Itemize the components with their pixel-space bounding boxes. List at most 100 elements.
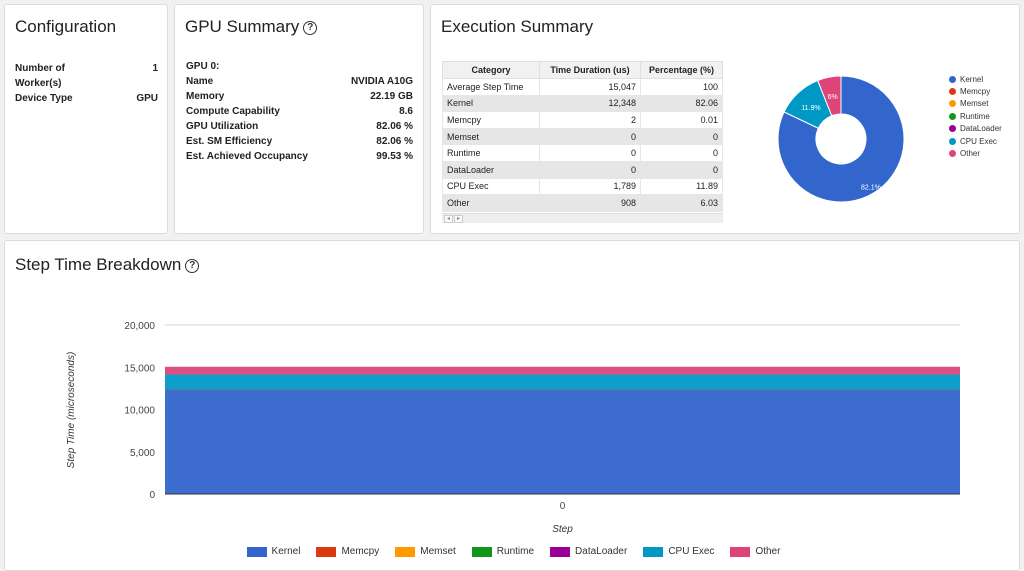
pie-slice-other[interactable] xyxy=(817,75,842,117)
table-horizontal-scrollbar[interactable]: ◂ ▸ xyxy=(442,213,723,223)
legend-item[interactable]: Memset xyxy=(949,98,1002,110)
execution-summary-title: Execution Summary xyxy=(441,17,594,36)
gpu-label: Compute Capability xyxy=(186,106,280,117)
gpu-label: Name xyxy=(186,76,214,87)
legend-label: Memset xyxy=(960,99,989,109)
column-header-category[interactable]: Category xyxy=(442,61,540,79)
legend-item[interactable]: Kernel xyxy=(246,546,301,557)
legend-item[interactable]: DataLoader xyxy=(949,123,1002,135)
table-cell-duration: 1,789 xyxy=(539,177,641,196)
legend-label: CPU Exec xyxy=(960,136,997,146)
legend-swatch xyxy=(395,546,416,557)
gpu-label: Memory xyxy=(186,91,225,102)
legend-swatch xyxy=(949,100,956,108)
table-cell-percentage: 0.01 xyxy=(640,111,723,129)
table-row[interactable]: Kernel 12,348 82.06 xyxy=(442,94,723,113)
help-icon[interactable]: ? xyxy=(185,259,200,273)
config-label: Device Type xyxy=(15,93,73,104)
config-label: Number of Worker(s) xyxy=(15,63,65,89)
gpu-header: GPU 0: xyxy=(186,59,413,74)
legend-item[interactable]: Runtime xyxy=(471,546,534,557)
legend-label: DataLoader xyxy=(960,124,1002,134)
scroll-right-icon[interactable]: ▸ xyxy=(454,215,463,223)
configuration-card: Configuration Number of Worker(s) 1 Devi… xyxy=(4,4,168,234)
legend-label: Memset xyxy=(420,546,456,557)
gpu-summary-title-text: GPU Summary xyxy=(185,17,300,36)
config-row-workers: Number of Worker(s) 1 xyxy=(15,61,158,91)
legend-label: Kernel xyxy=(271,546,301,557)
table-row[interactable]: DataLoader 0 0 xyxy=(442,160,723,179)
y-tick-label: 5,000 xyxy=(130,448,155,459)
configuration-title: Configuration xyxy=(15,17,117,36)
legend-item[interactable]: Memset xyxy=(395,546,456,557)
legend-label: Memcpy xyxy=(341,546,380,557)
table-cell-duration: 15,047 xyxy=(539,78,641,96)
legend-swatch xyxy=(316,546,337,557)
table-row[interactable]: CPU Exec 1,789 11.89 xyxy=(442,177,723,196)
area-band-other[interactable] xyxy=(165,366,960,375)
gpu-value: 22.19 GB xyxy=(370,91,413,102)
legend-swatch xyxy=(643,546,664,557)
table-header-row: Category Time Duration (us) Percentage (… xyxy=(442,61,723,79)
pie-legend: Kernel Memcpy Memset Runtime DataLoader CPU E… xyxy=(949,73,1002,160)
table-row[interactable]: Memcpy 2 0.01 xyxy=(442,111,723,129)
pie-slice-kernel[interactable] xyxy=(777,75,905,203)
legend-swatch xyxy=(949,125,956,133)
column-header-duration[interactable]: Time Duration (us) xyxy=(539,61,641,79)
table-cell-percentage: 11.89 xyxy=(640,177,723,196)
gpu-value: NVIDIA A10G xyxy=(350,76,413,87)
gpu-summary-card: GPU Summary? GPU 0: Name NVIDIA A10G Mem… xyxy=(174,4,424,234)
gpu-row-memory: Memory 22.19 GB xyxy=(186,89,413,104)
table-cell-percentage: 6.03 xyxy=(640,194,723,212)
legend-item[interactable]: Runtime xyxy=(949,110,1002,122)
table-cell-percentage: 0 xyxy=(640,144,723,162)
legend-swatch xyxy=(949,88,956,96)
table-row[interactable]: Runtime 0 0 xyxy=(442,144,723,162)
legend-label: CPU Exec xyxy=(668,546,715,557)
legend-item[interactable]: CPU Exec xyxy=(949,135,1002,147)
legend-swatch xyxy=(550,546,571,557)
gpu-row-utilization: GPU Utilization 82.06 % xyxy=(186,119,413,134)
table-cell-percentage: 100 xyxy=(640,78,723,96)
config-row-device-type: Device Type GPU xyxy=(15,91,158,106)
area-band-kernel[interactable] xyxy=(165,389,960,494)
table-row[interactable]: Other 908 6.03 xyxy=(442,194,723,212)
table-row[interactable]: Average Step Time 15,047 100 xyxy=(442,78,723,96)
pie-slice-label: 82.1% xyxy=(861,184,881,191)
legend-item[interactable]: Other xyxy=(949,147,1002,159)
x-tick-label: 0 xyxy=(560,501,566,512)
legend-item[interactable]: Kernel xyxy=(949,73,1002,85)
legend-item[interactable]: CPU Exec xyxy=(643,546,714,557)
execution-pie-chart: 82.1% 11.9% 6% xyxy=(777,75,905,203)
table-cell-category: Other xyxy=(442,194,540,212)
legend-label: Kernel xyxy=(960,74,984,84)
legend-item[interactable]: Memcpy xyxy=(316,546,379,557)
step-time-area-chart: 0 5,000 10,000 15,000 20,000 0 Step Step Time (… xyxy=(66,321,960,535)
gpu-label: Est. SM Efficiency xyxy=(186,136,273,147)
table-row[interactable]: Memset 0 0 xyxy=(442,127,723,146)
legend-item[interactable]: Memcpy xyxy=(949,85,1002,97)
table-cell-category: DataLoader xyxy=(442,160,540,179)
column-header-percentage[interactable]: Percentage (%) xyxy=(640,61,723,79)
y-tick-label: 20,000 xyxy=(124,321,155,332)
help-icon[interactable]: ? xyxy=(303,21,318,35)
step-time-breakdown-card: Step Time Breakdown? 0 5,000 10,000 15,000 2… xyxy=(4,240,1020,571)
area-band-cpu-exec[interactable] xyxy=(165,374,960,390)
area-chart-legend: Kernel Memcpy Memset Runtime DataLoader CPU E… xyxy=(5,546,1022,557)
gpu-row-name: Name NVIDIA A10G xyxy=(186,74,413,89)
config-value: 1 xyxy=(152,63,158,74)
legend-item[interactable]: Other xyxy=(730,546,780,557)
legend-swatch xyxy=(471,546,492,557)
gpu-header-label: GPU 0: xyxy=(186,61,220,72)
step-time-breakdown-title-text: Step Time Breakdown xyxy=(15,255,182,274)
legend-item[interactable]: DataLoader xyxy=(550,546,627,557)
table-cell-duration: 0 xyxy=(539,127,641,146)
y-tick-label: 10,000 xyxy=(124,406,155,417)
config-value: GPU xyxy=(136,93,158,104)
area-band-memcpy[interactable] xyxy=(165,389,960,391)
scroll-left-icon[interactable]: ◂ xyxy=(444,215,453,223)
y-tick-label: 15,000 xyxy=(124,363,155,374)
table-cell-category: Runtime xyxy=(442,144,540,162)
table-cell-category: Memset xyxy=(442,127,540,146)
gpu-row-sm-efficiency: Est. SM Efficiency 82.06 % xyxy=(186,134,413,149)
